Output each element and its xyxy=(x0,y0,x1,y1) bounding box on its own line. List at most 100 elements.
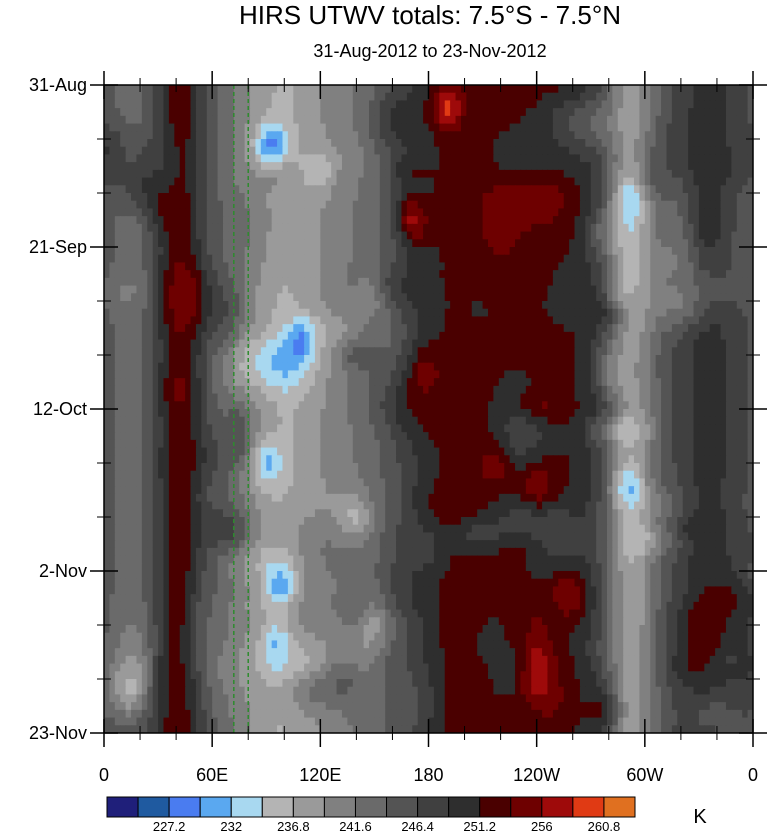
heatmap-cell xyxy=(120,216,127,225)
heatmap-cell xyxy=(720,154,727,163)
heatmap-cell xyxy=(287,146,294,156)
heatmap-cell xyxy=(369,223,376,233)
heatmap-cell xyxy=(136,100,143,109)
heatmap-cell xyxy=(585,200,592,210)
heatmap-cell xyxy=(515,301,522,310)
heatmap-cell xyxy=(715,123,722,132)
heatmap-cell xyxy=(525,308,532,318)
heatmap-cell xyxy=(569,277,576,287)
heatmap-cell xyxy=(358,393,365,402)
heatmap-cell xyxy=(406,285,413,294)
heatmap-cell xyxy=(406,262,413,271)
heatmap-cell xyxy=(579,270,586,279)
heatmap-cell xyxy=(163,146,170,156)
heatmap-cell xyxy=(731,339,738,348)
heatmap-cell xyxy=(482,270,489,279)
heatmap-cell xyxy=(309,108,316,117)
heatmap-cell xyxy=(601,239,608,248)
heatmap-cell xyxy=(644,146,651,156)
heatmap-cell xyxy=(688,85,695,94)
heatmap-cell xyxy=(217,185,224,194)
heatmap-cell xyxy=(498,115,505,125)
heatmap-cell xyxy=(504,92,511,102)
heatmap-cell xyxy=(406,316,413,325)
heatmap-cell xyxy=(612,239,619,248)
heatmap-cell xyxy=(120,185,127,194)
heatmap-cell xyxy=(736,216,743,225)
heatmap-cell xyxy=(650,385,657,395)
heatmap-cell xyxy=(114,115,121,125)
heatmap-cell xyxy=(487,239,494,248)
heatmap-cell xyxy=(666,100,673,109)
heatmap-cell xyxy=(147,355,154,364)
heatmap-cell xyxy=(201,131,208,140)
heatmap-cell xyxy=(396,200,403,210)
heatmap-cell xyxy=(558,270,565,279)
heatmap-cell xyxy=(742,92,749,102)
heatmap-cell xyxy=(136,108,143,117)
heatmap-cell xyxy=(601,277,608,287)
heatmap-cell xyxy=(131,293,138,302)
heatmap-cell xyxy=(233,316,240,325)
heatmap-cell xyxy=(255,139,262,148)
heatmap-cell xyxy=(742,139,749,148)
heatmap-cell xyxy=(698,169,705,179)
heatmap-cell xyxy=(666,339,673,348)
heatmap-cell xyxy=(493,208,500,217)
heatmap-cell xyxy=(498,146,505,156)
heatmap-cell xyxy=(509,262,516,271)
heatmap-cell xyxy=(325,139,332,148)
heatmap-cell xyxy=(293,355,300,364)
heatmap-cell xyxy=(336,115,343,125)
heatmap-cell xyxy=(239,254,246,264)
heatmap-cell xyxy=(639,131,646,140)
heatmap-cell xyxy=(709,378,716,387)
heatmap-cell xyxy=(688,239,695,248)
heatmap-cell xyxy=(293,177,300,186)
heatmap-cell xyxy=(244,393,251,402)
heatmap-cell xyxy=(109,177,116,186)
heatmap-cell xyxy=(266,223,273,233)
heatmap-cell xyxy=(298,146,305,156)
heatmap-cell xyxy=(466,370,473,379)
heatmap-cell xyxy=(515,200,522,210)
heatmap-cell xyxy=(677,223,684,233)
heatmap-cell xyxy=(136,115,143,125)
heatmap-cell xyxy=(617,301,624,310)
heatmap-cell xyxy=(634,200,641,210)
heatmap-cell xyxy=(477,223,484,233)
heatmap-cell xyxy=(579,301,586,310)
heatmap-cell xyxy=(509,200,516,210)
heatmap-cell xyxy=(282,378,289,387)
heatmap-cell xyxy=(325,316,332,325)
heatmap-cell xyxy=(666,123,673,132)
heatmap-cell xyxy=(417,216,424,225)
heatmap-cell xyxy=(515,262,522,271)
heatmap-cell xyxy=(552,316,559,325)
heatmap-cell xyxy=(222,370,229,379)
heatmap-cell xyxy=(612,362,619,372)
heatmap-cell xyxy=(120,308,127,318)
heatmap-cell xyxy=(731,100,738,109)
heatmap-cell xyxy=(552,285,559,294)
heatmap-cell xyxy=(536,208,543,217)
heatmap-cell xyxy=(596,239,603,248)
heatmap-cell xyxy=(552,193,559,202)
heatmap-cell xyxy=(341,316,348,325)
heatmap-cell xyxy=(579,115,586,125)
heatmap-cell xyxy=(606,324,613,333)
heatmap-cell xyxy=(298,154,305,163)
heatmap-cell xyxy=(709,162,716,171)
heatmap-cell xyxy=(195,115,202,125)
heatmap-cell xyxy=(736,331,743,341)
heatmap-cell xyxy=(704,139,711,148)
heatmap-cell xyxy=(558,146,565,156)
heatmap-cell xyxy=(693,378,700,387)
heatmap-cell xyxy=(596,162,603,171)
heatmap-cell xyxy=(233,385,240,395)
heatmap-cell xyxy=(406,308,413,318)
heatmap-cell xyxy=(277,393,284,402)
heatmap-cell xyxy=(563,169,570,179)
heatmap-cell xyxy=(406,177,413,186)
heatmap-cell xyxy=(136,301,143,310)
